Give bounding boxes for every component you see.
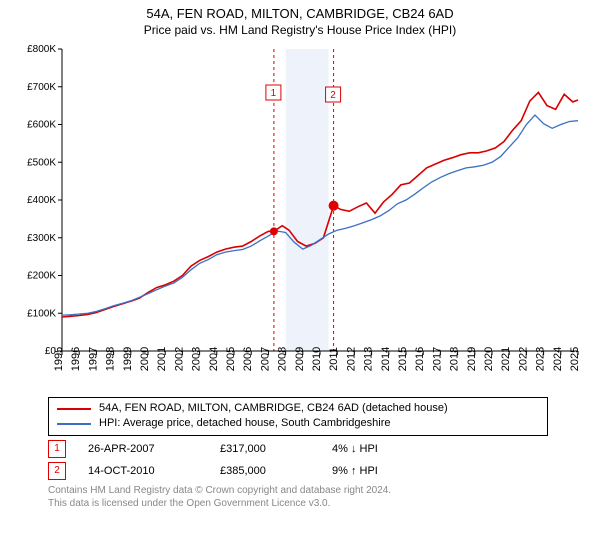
svg-text:£700K: £700K [27, 82, 56, 93]
svg-text:£500K: £500K [27, 157, 56, 168]
svg-text:2003: 2003 [191, 347, 203, 371]
svg-text:2014: 2014 [380, 347, 392, 371]
chart-svg: 12£0£100K£200K£300K£400K£500K£600K£700K£… [10, 41, 590, 391]
svg-text:2002: 2002 [173, 347, 185, 371]
sale-price: £317,000 [220, 443, 310, 455]
svg-text:2020: 2020 [483, 347, 495, 371]
svg-text:2005: 2005 [225, 347, 237, 371]
sale-date: 14-OCT-2010 [88, 465, 198, 477]
sale-marker: 1 [48, 440, 66, 458]
svg-text:2000: 2000 [139, 347, 151, 371]
legend-row: 54A, FEN ROAD, MILTON, CAMBRIDGE, CB24 6… [57, 401, 539, 416]
sale-diff: 4% ↓ HPI [332, 443, 442, 455]
license-text: Contains HM Land Registry data © Crown c… [48, 484, 590, 510]
sale-row: 2 14-OCT-2010 £385,000 9% ↑ HPI [48, 462, 590, 480]
chart: 12£0£100K£200K£300K£400K£500K£600K£700K£… [10, 41, 590, 391]
sale-row: 1 26-APR-2007 £317,000 4% ↓ HPI [48, 440, 590, 458]
svg-text:2015: 2015 [397, 347, 409, 371]
svg-text:2018: 2018 [449, 347, 461, 371]
svg-text:2022: 2022 [517, 347, 529, 371]
svg-text:1998: 1998 [105, 347, 117, 371]
sale-price: £385,000 [220, 465, 310, 477]
legend-swatch [57, 408, 91, 410]
svg-text:1: 1 [271, 88, 277, 99]
legend-swatch [57, 423, 91, 425]
svg-text:1997: 1997 [87, 347, 99, 371]
svg-text:£400K: £400K [27, 195, 56, 206]
chart-subtitle: Price paid vs. HM Land Registry's House … [10, 23, 590, 37]
license-line2: This data is licensed under the Open Gov… [48, 497, 590, 510]
svg-text:2023: 2023 [535, 347, 547, 371]
sale-date: 26-APR-2007 [88, 443, 198, 455]
svg-text:1995: 1995 [53, 347, 65, 371]
legend-label: 54A, FEN ROAD, MILTON, CAMBRIDGE, CB24 6… [99, 401, 448, 416]
svg-text:2007: 2007 [259, 347, 271, 371]
svg-text:2001: 2001 [156, 347, 168, 371]
legend: 54A, FEN ROAD, MILTON, CAMBRIDGE, CB24 6… [48, 397, 548, 436]
legend-label: HPI: Average price, detached house, Sout… [99, 416, 390, 431]
svg-text:2009: 2009 [294, 347, 306, 371]
svg-text:2024: 2024 [552, 347, 564, 371]
svg-text:2004: 2004 [208, 347, 220, 371]
sales-table: 1 26-APR-2007 £317,000 4% ↓ HPI 2 14-OCT-2010… [48, 440, 590, 480]
svg-text:2021: 2021 [500, 347, 512, 371]
svg-text:2019: 2019 [466, 347, 478, 371]
svg-text:2017: 2017 [431, 347, 443, 371]
svg-text:2006: 2006 [242, 347, 254, 371]
svg-text:2008: 2008 [277, 347, 289, 371]
svg-text:2016: 2016 [414, 347, 426, 371]
svg-text:£600K: £600K [27, 119, 56, 130]
legend-row: HPI: Average price, detached house, Sout… [57, 416, 539, 431]
sale-diff: 9% ↑ HPI [332, 465, 442, 477]
svg-text:1996: 1996 [70, 347, 82, 371]
sale-marker: 2 [48, 462, 66, 480]
chart-title: 54A, FEN ROAD, MILTON, CAMBRIDGE, CB24 6… [10, 6, 590, 23]
svg-text:2010: 2010 [311, 347, 323, 371]
svg-text:2: 2 [330, 90, 336, 101]
svg-text:1999: 1999 [122, 347, 134, 371]
svg-text:£300K: £300K [27, 233, 56, 244]
svg-text:2012: 2012 [345, 347, 357, 371]
svg-text:£200K: £200K [27, 270, 56, 281]
svg-text:2025: 2025 [569, 347, 581, 371]
svg-text:2013: 2013 [363, 347, 375, 371]
license-line1: Contains HM Land Registry data © Crown c… [48, 484, 590, 497]
svg-text:£800K: £800K [27, 44, 56, 55]
svg-text:£100K: £100K [27, 308, 56, 319]
